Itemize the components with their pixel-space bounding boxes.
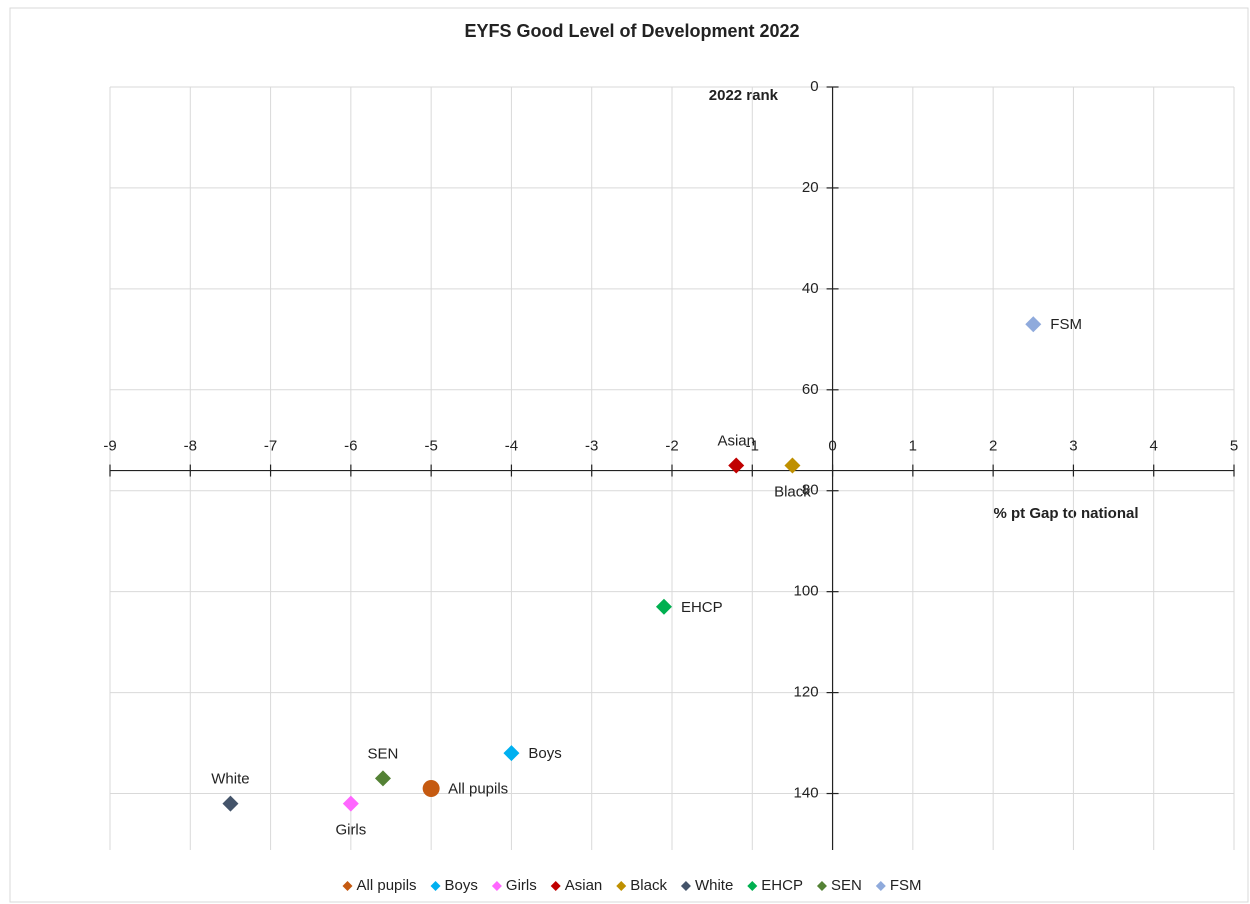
legend-marker bbox=[816, 881, 827, 891]
data-label: SEN bbox=[368, 745, 399, 762]
y-tick-label: 120 bbox=[794, 684, 819, 701]
legend-marker bbox=[342, 881, 353, 891]
data-label: Asian bbox=[717, 432, 755, 449]
point bbox=[1025, 316, 1042, 333]
data-label: All pupils bbox=[448, 780, 508, 797]
point bbox=[728, 457, 745, 474]
legend: All pupils Boys Girls Asian Black White EHCP SE… bbox=[342, 877, 922, 894]
x-tick-label: -6 bbox=[344, 438, 357, 455]
legend-label: White bbox=[695, 877, 733, 894]
x-tick-label: -8 bbox=[184, 438, 197, 455]
legend-marker bbox=[491, 881, 502, 891]
legend-marker bbox=[430, 881, 441, 891]
x-tick-label: -2 bbox=[665, 438, 678, 455]
data-label: White bbox=[211, 771, 249, 788]
x-axis-title: % pt Gap to national bbox=[994, 505, 1139, 522]
y-axis-title: 2022 rank bbox=[709, 87, 779, 104]
x-tick-label: -4 bbox=[505, 438, 518, 455]
y-tick-label: 0 bbox=[810, 78, 818, 95]
legend-marker bbox=[680, 881, 691, 891]
y-tick-label: 40 bbox=[802, 280, 819, 297]
chart-frame bbox=[9, 7, 1249, 903]
point bbox=[422, 779, 440, 797]
y-tick-label: 80 bbox=[802, 482, 819, 499]
data-label: Black bbox=[774, 483, 811, 500]
x-tick-label: 5 bbox=[1230, 438, 1238, 455]
x-tick-label: -5 bbox=[424, 438, 437, 455]
x-tick-label: 3 bbox=[1069, 438, 1077, 455]
point bbox=[374, 770, 391, 787]
x-tick-label: 2 bbox=[989, 438, 997, 455]
data-label: EHCP bbox=[681, 599, 723, 616]
x-tick-label: -9 bbox=[103, 438, 116, 455]
y-tick-label: 20 bbox=[802, 179, 819, 196]
point bbox=[222, 795, 239, 812]
data-label: Boys bbox=[528, 745, 561, 762]
point bbox=[784, 457, 801, 474]
legend-label: Boys bbox=[445, 877, 478, 894]
x-tick-label: 1 bbox=[909, 438, 917, 455]
x-tick-label: -1 bbox=[746, 438, 759, 455]
legend-marker bbox=[875, 881, 886, 891]
y-tick-label: 60 bbox=[802, 381, 819, 398]
x-tick-label: -7 bbox=[264, 438, 277, 455]
point bbox=[503, 745, 520, 762]
legend-marker bbox=[550, 881, 561, 891]
legend-label: Asian bbox=[565, 877, 603, 894]
data-label: Girls bbox=[335, 822, 366, 839]
point bbox=[655, 598, 672, 615]
legend-marker bbox=[747, 881, 758, 891]
x-tick-label: 4 bbox=[1150, 438, 1158, 455]
y-tick-label: 100 bbox=[794, 583, 819, 600]
legend-label: Girls bbox=[506, 877, 537, 894]
x-tick-label: -3 bbox=[585, 438, 598, 455]
legend-label: EHCP bbox=[761, 877, 803, 894]
legend-label: All pupils bbox=[357, 877, 417, 894]
chart-title: EYFS Good Level of Development 2022 bbox=[464, 21, 799, 41]
legend-marker bbox=[616, 881, 627, 891]
data-label: FSM bbox=[1050, 316, 1082, 333]
y-tick-label: 140 bbox=[794, 785, 819, 802]
point bbox=[342, 795, 359, 812]
legend-label: SEN bbox=[831, 877, 862, 894]
legend-label: FSM bbox=[890, 877, 922, 894]
legend-label: Black bbox=[630, 877, 667, 894]
